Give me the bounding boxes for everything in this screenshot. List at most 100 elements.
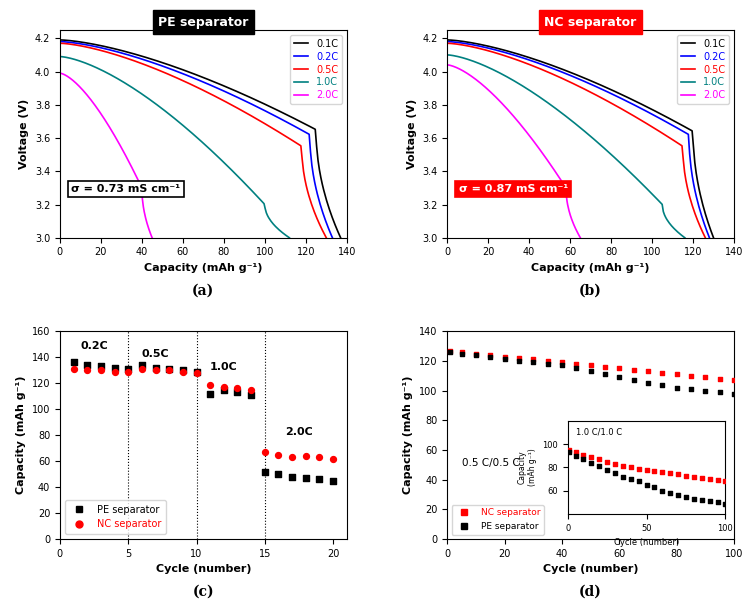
Point: [527, 358, 539, 367]
Point: [642, 379, 654, 388]
Point: [656, 380, 668, 389]
Point: [628, 376, 640, 385]
Point: [513, 353, 525, 363]
Text: (b): (b): [579, 283, 602, 298]
Text: 2.0C: 2.0C: [285, 427, 313, 437]
X-axis label: Cycle (number): Cycle (number): [543, 564, 638, 574]
Point: [95, 362, 107, 371]
Point: [245, 385, 257, 395]
Point: [286, 472, 298, 482]
Point: [444, 347, 456, 357]
Point: [728, 389, 740, 398]
Point: [218, 382, 230, 392]
Point: [556, 358, 568, 367]
Text: (d): (d): [579, 585, 602, 599]
Text: 1.0C: 1.0C: [210, 362, 237, 372]
Text: 0.2C: 0.2C: [80, 341, 108, 352]
Point: [231, 383, 243, 393]
Text: (a): (a): [192, 283, 214, 298]
Y-axis label: Capacity (mAh g⁻¹): Capacity (mAh g⁻¹): [404, 376, 413, 494]
Point: [286, 452, 298, 462]
Point: [122, 364, 134, 374]
Point: [527, 355, 539, 364]
Text: 0.5 C/0.5 C: 0.5 C/0.5 C: [461, 458, 519, 468]
Title: NC separator: NC separator: [545, 16, 637, 29]
Point: [685, 371, 697, 380]
Point: [670, 383, 682, 392]
Point: [259, 467, 271, 476]
Point: [585, 361, 597, 370]
Point: [700, 373, 712, 382]
Point: [150, 365, 162, 375]
Point: [218, 385, 230, 395]
Y-axis label: Voltage (V): Voltage (V): [19, 99, 29, 169]
Point: [728, 376, 740, 385]
Point: [273, 470, 285, 479]
Point: [470, 350, 482, 360]
Point: [613, 373, 625, 382]
Point: [163, 364, 175, 374]
Point: [700, 386, 712, 395]
Y-axis label: Capacity (mAh g⁻¹): Capacity (mAh g⁻¹): [16, 376, 26, 494]
Point: [455, 349, 467, 358]
Legend: PE separator, NC separator: PE separator, NC separator: [64, 500, 166, 534]
Point: [444, 346, 456, 355]
Point: [136, 360, 148, 370]
Point: [585, 367, 597, 376]
Point: [542, 356, 554, 366]
Point: [204, 389, 216, 398]
Text: σ = 0.87 mS cm⁻¹: σ = 0.87 mS cm⁻¹: [458, 184, 568, 194]
Point: [513, 356, 525, 366]
Point: [177, 365, 189, 375]
Point: [95, 365, 107, 375]
Legend: NC separator, PE separator: NC separator, PE separator: [452, 505, 544, 534]
Point: [599, 362, 611, 372]
Point: [484, 352, 496, 361]
Point: [109, 367, 121, 376]
Point: [190, 367, 202, 376]
Point: [273, 450, 285, 459]
Point: [122, 367, 134, 376]
Point: [484, 350, 496, 360]
X-axis label: Capacity (mAh g⁻¹): Capacity (mAh g⁻¹): [144, 263, 263, 273]
Point: [499, 352, 511, 361]
Point: [570, 359, 582, 369]
Point: [67, 358, 79, 367]
Point: [570, 364, 582, 373]
Y-axis label: Voltage (V): Voltage (V): [407, 99, 416, 169]
Point: [499, 355, 511, 364]
Point: [190, 368, 202, 377]
Point: [109, 363, 121, 373]
Point: [714, 374, 726, 383]
Point: [599, 370, 611, 379]
Point: [670, 370, 682, 379]
Point: [150, 363, 162, 373]
Point: [470, 349, 482, 358]
Point: [556, 361, 568, 370]
Point: [81, 360, 93, 370]
Point: [685, 385, 697, 394]
Point: [300, 473, 312, 483]
Title: PE separator: PE separator: [158, 16, 249, 29]
Point: [136, 364, 148, 374]
Text: σ = 0.73 mS cm⁻¹: σ = 0.73 mS cm⁻¹: [71, 184, 181, 194]
Point: [656, 368, 668, 377]
Point: [455, 347, 467, 357]
Text: 0.5C: 0.5C: [142, 349, 169, 359]
Point: [204, 380, 216, 389]
Legend: 0.1C, 0.2C, 0.5C, 1.0C, 2.0C: 0.1C, 0.2C, 0.5C, 1.0C, 2.0C: [677, 35, 730, 104]
Point: [542, 359, 554, 369]
Point: [327, 476, 339, 485]
Point: [300, 451, 312, 461]
X-axis label: Capacity (mAh g⁻¹): Capacity (mAh g⁻¹): [531, 263, 650, 273]
Point: [613, 364, 625, 373]
Point: [327, 454, 339, 464]
Point: [628, 365, 640, 374]
Point: [314, 474, 326, 484]
Point: [259, 447, 271, 457]
Point: [81, 365, 93, 375]
X-axis label: Cycle (number): Cycle (number): [156, 564, 251, 574]
Point: [67, 364, 79, 374]
Point: [642, 367, 654, 376]
Point: [314, 452, 326, 462]
